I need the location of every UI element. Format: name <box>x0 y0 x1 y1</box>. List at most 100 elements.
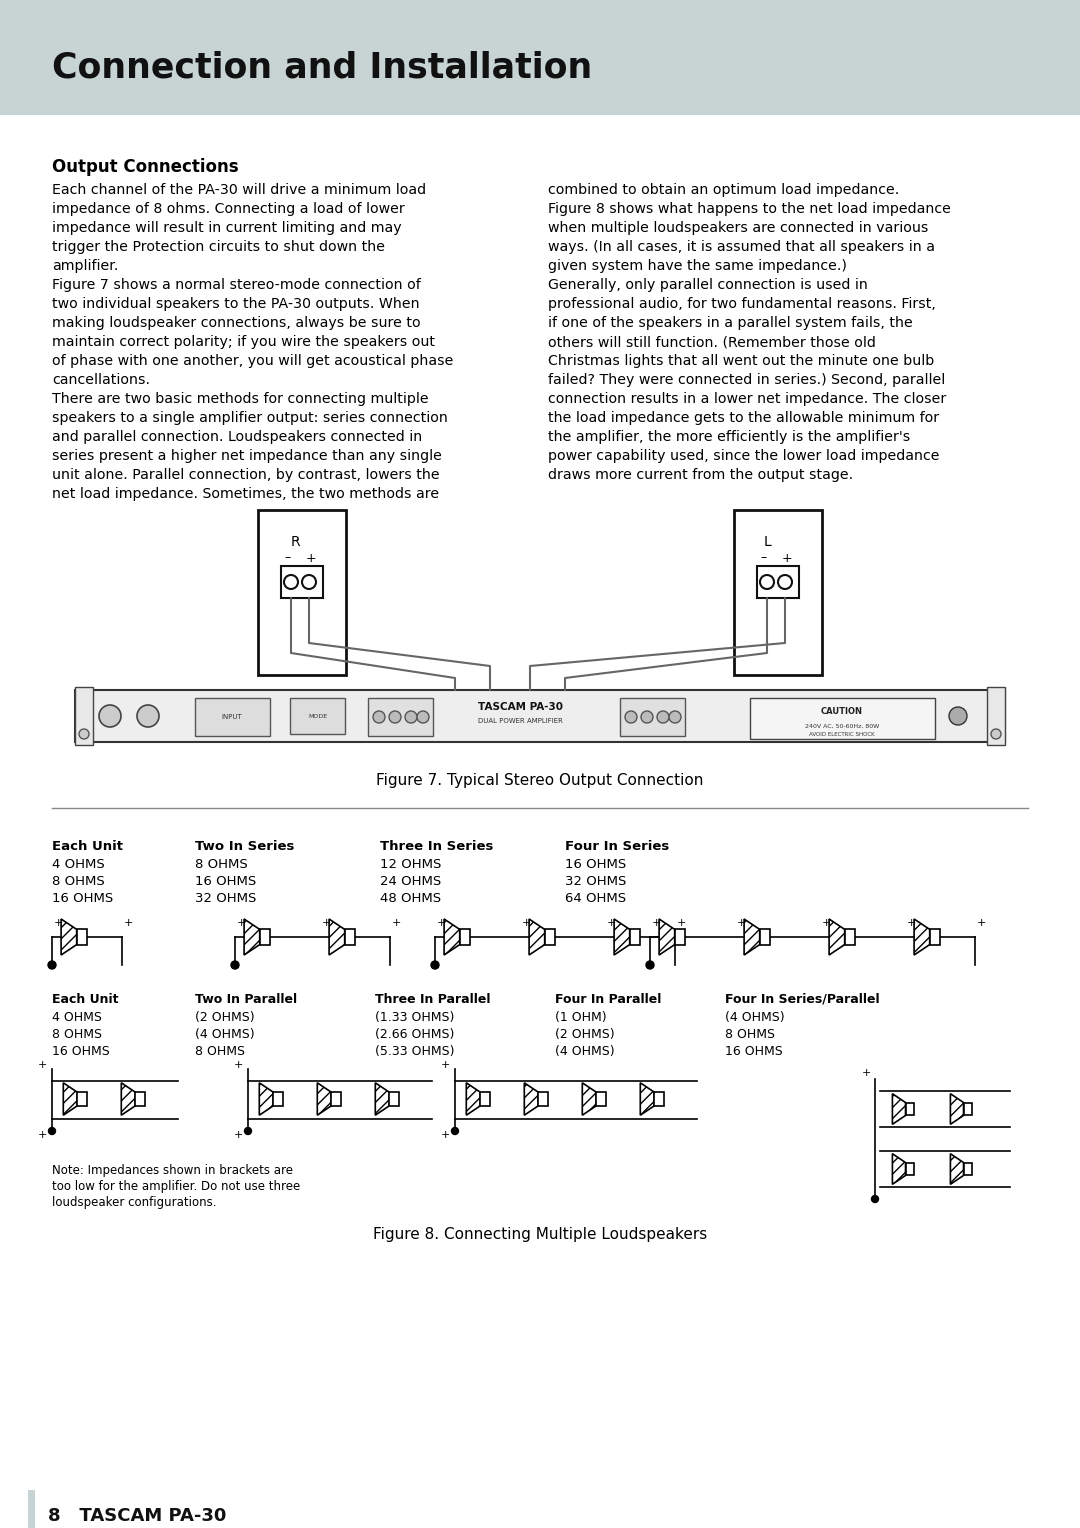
Text: +: + <box>306 552 316 564</box>
Bar <box>368 698 433 736</box>
Text: +: + <box>436 918 446 927</box>
Text: Note: Impedances shown in brackets are: Note: Impedances shown in brackets are <box>52 1164 293 1177</box>
Text: AVOID ELECTRIC SHOCK: AVOID ELECTRIC SHOCK <box>809 732 875 736</box>
Polygon shape <box>892 1094 905 1125</box>
Bar <box>930 929 941 944</box>
Text: maintain correct polarity; if you wire the speakers out: maintain correct polarity; if you wire t… <box>52 335 435 348</box>
Text: Three In Series: Three In Series <box>380 840 494 853</box>
Text: 64 OHMS: 64 OHMS <box>565 892 626 905</box>
Polygon shape <box>467 1083 481 1115</box>
Circle shape <box>657 711 669 723</box>
Circle shape <box>389 711 401 723</box>
Text: +: + <box>237 918 245 927</box>
Text: series present a higher net impedance than any single: series present a higher net impedance th… <box>52 449 442 463</box>
Bar <box>281 565 323 597</box>
Bar <box>135 1093 145 1106</box>
Polygon shape <box>64 1083 78 1115</box>
Text: 240V AC, 50-60Hz, 80W: 240V AC, 50-60Hz, 80W <box>805 723 879 729</box>
Text: connection results in a lower net impedance. The closer: connection results in a lower net impeda… <box>548 393 946 406</box>
Polygon shape <box>950 1094 963 1125</box>
Polygon shape <box>744 918 759 955</box>
Polygon shape <box>582 1083 596 1115</box>
Text: CAUTION: CAUTION <box>821 707 863 717</box>
Text: Three In Parallel: Three In Parallel <box>375 993 490 1005</box>
Circle shape <box>373 711 384 723</box>
Text: +: + <box>38 1131 46 1140</box>
Text: loudspeaker configurations.: loudspeaker configurations. <box>52 1196 216 1209</box>
Text: 12 OHMS: 12 OHMS <box>380 859 442 871</box>
Text: given system have the same impedance.): given system have the same impedance.) <box>548 260 847 274</box>
Text: 24 OHMS: 24 OHMS <box>380 876 442 888</box>
Circle shape <box>417 711 429 723</box>
Circle shape <box>625 711 637 723</box>
Bar <box>750 698 935 740</box>
Text: Each channel of the PA-30 will drive a minimum load: Each channel of the PA-30 will drive a m… <box>52 183 427 197</box>
Text: (2 OHMS): (2 OHMS) <box>195 1012 255 1024</box>
Text: trigger the Protection circuits to shut down the: trigger the Protection circuits to shut … <box>52 240 384 254</box>
Polygon shape <box>914 918 930 955</box>
Text: +: + <box>522 918 530 927</box>
Polygon shape <box>950 1154 963 1184</box>
Polygon shape <box>529 918 544 955</box>
Text: There are two basic methods for connecting multiple: There are two basic methods for connecti… <box>52 393 429 406</box>
Polygon shape <box>376 1083 389 1115</box>
Text: +: + <box>233 1060 243 1070</box>
Text: 16 OHMS: 16 OHMS <box>52 892 113 905</box>
Bar <box>654 1093 664 1106</box>
Text: Figure 7 shows a normal stereo-mode connection of: Figure 7 shows a normal stereo-mode conn… <box>52 278 421 292</box>
Circle shape <box>49 1128 55 1134</box>
Text: 8   TASCAM PA-30: 8 TASCAM PA-30 <box>48 1507 227 1525</box>
Text: +: + <box>782 552 792 564</box>
Text: 16 OHMS: 16 OHMS <box>725 1045 783 1057</box>
Bar <box>620 698 685 736</box>
Polygon shape <box>329 918 345 955</box>
Text: DUAL POWER AMPLIFIER: DUAL POWER AMPLIFIER <box>477 718 563 724</box>
Polygon shape <box>318 1083 332 1115</box>
Text: making loudspeaker connections, always be sure to: making loudspeaker connections, always b… <box>52 316 420 330</box>
Text: +: + <box>441 1131 449 1140</box>
Text: 8 OHMS: 8 OHMS <box>195 859 247 871</box>
Bar <box>905 1163 915 1175</box>
Bar <box>481 1093 489 1106</box>
Bar <box>258 510 346 675</box>
Text: Two In Parallel: Two In Parallel <box>195 993 297 1005</box>
Text: net load impedance. Sometimes, the two methods are: net load impedance. Sometimes, the two m… <box>52 487 440 501</box>
Text: Each Unit: Each Unit <box>52 993 119 1005</box>
Circle shape <box>244 1128 252 1134</box>
Circle shape <box>949 707 967 724</box>
Circle shape <box>669 711 681 723</box>
Circle shape <box>405 711 417 723</box>
Bar <box>77 929 87 944</box>
Text: draws more current from the output stage.: draws more current from the output stage… <box>548 468 853 481</box>
Bar <box>259 929 270 944</box>
Bar <box>75 691 1005 743</box>
Text: 16 OHMS: 16 OHMS <box>52 1045 110 1057</box>
Bar <box>291 698 345 733</box>
Circle shape <box>646 961 654 969</box>
Text: when multiple loudspeakers are connected in various: when multiple loudspeakers are connected… <box>548 222 929 235</box>
Text: R: R <box>291 535 300 549</box>
Bar <box>78 1093 86 1106</box>
Text: ways. (In all cases, it is assumed that all speakers in a: ways. (In all cases, it is assumed that … <box>548 240 935 254</box>
Text: Four In Series/Parallel: Four In Series/Parallel <box>725 993 879 1005</box>
Text: 8 OHMS: 8 OHMS <box>195 1045 245 1057</box>
Text: cancellations.: cancellations. <box>52 373 150 387</box>
Text: Connection and Installation: Connection and Installation <box>52 50 592 86</box>
Circle shape <box>778 575 792 588</box>
Text: 16 OHMS: 16 OHMS <box>195 876 256 888</box>
Text: +: + <box>906 918 916 927</box>
Text: the amplifier, the more efficiently is the amplifier's: the amplifier, the more efficiently is t… <box>548 429 910 445</box>
Text: Figure 7. Typical Stereo Output Connection: Figure 7. Typical Stereo Output Connecti… <box>376 773 704 787</box>
Bar <box>28 1490 35 1528</box>
Bar <box>757 565 799 597</box>
Bar <box>345 929 355 944</box>
Text: –: – <box>284 552 291 564</box>
Bar <box>332 1093 341 1106</box>
Text: 8 OHMS: 8 OHMS <box>725 1028 775 1041</box>
Text: failed? They were connected in series.) Second, parallel: failed? They were connected in series.) … <box>548 373 945 387</box>
Circle shape <box>231 961 239 969</box>
Polygon shape <box>892 1154 905 1184</box>
Circle shape <box>302 575 316 588</box>
Text: +: + <box>862 1068 870 1077</box>
Text: Christmas lights that all went out the minute one bulb: Christmas lights that all went out the m… <box>548 354 934 368</box>
